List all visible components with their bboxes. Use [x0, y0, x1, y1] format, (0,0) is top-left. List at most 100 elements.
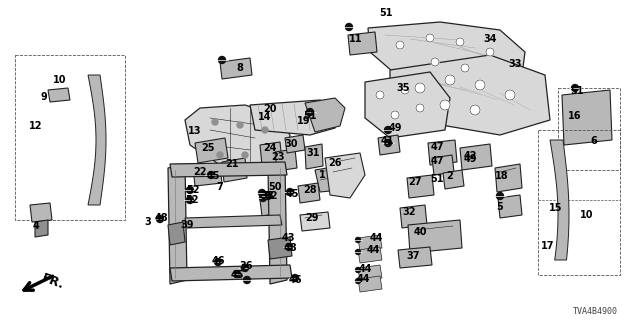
- Text: 10: 10: [580, 210, 594, 220]
- Text: 28: 28: [303, 185, 317, 195]
- Circle shape: [262, 127, 268, 133]
- Circle shape: [264, 193, 271, 199]
- Polygon shape: [285, 135, 305, 153]
- Text: 41: 41: [380, 136, 394, 146]
- Polygon shape: [358, 276, 382, 292]
- Polygon shape: [358, 265, 382, 281]
- Text: 5: 5: [497, 202, 504, 212]
- Polygon shape: [378, 135, 400, 155]
- Circle shape: [401, 86, 409, 94]
- Polygon shape: [193, 165, 222, 186]
- Polygon shape: [260, 197, 280, 216]
- Text: 21: 21: [225, 159, 239, 169]
- Circle shape: [217, 152, 223, 158]
- Circle shape: [243, 276, 250, 284]
- Text: 26: 26: [328, 158, 342, 168]
- Text: 33: 33: [508, 59, 522, 69]
- Circle shape: [486, 48, 494, 56]
- Text: 30: 30: [284, 139, 298, 149]
- Polygon shape: [498, 195, 522, 218]
- Text: 51: 51: [570, 86, 584, 96]
- Polygon shape: [170, 265, 292, 281]
- Polygon shape: [30, 203, 52, 222]
- Polygon shape: [398, 247, 432, 268]
- Text: 51: 51: [430, 174, 444, 184]
- Circle shape: [355, 237, 360, 243]
- Circle shape: [416, 104, 424, 112]
- Text: 49: 49: [463, 154, 477, 164]
- Text: 35: 35: [396, 83, 410, 93]
- Circle shape: [415, 83, 425, 93]
- Polygon shape: [168, 164, 187, 284]
- Polygon shape: [275, 149, 297, 171]
- Circle shape: [355, 268, 360, 273]
- Polygon shape: [368, 22, 525, 98]
- Polygon shape: [268, 237, 292, 259]
- Text: 48: 48: [154, 213, 168, 223]
- Text: 48: 48: [283, 243, 297, 253]
- Text: 9: 9: [40, 92, 47, 102]
- Circle shape: [346, 23, 353, 30]
- Polygon shape: [428, 140, 457, 165]
- Text: 52: 52: [186, 185, 200, 195]
- Circle shape: [234, 270, 241, 277]
- Text: 44: 44: [356, 274, 370, 284]
- Polygon shape: [550, 140, 569, 260]
- Text: 43: 43: [281, 233, 295, 243]
- Text: 32: 32: [403, 207, 416, 217]
- Text: 6: 6: [591, 136, 597, 146]
- Circle shape: [396, 41, 404, 49]
- Text: 10: 10: [53, 75, 67, 85]
- Circle shape: [497, 193, 504, 199]
- Text: 52: 52: [264, 191, 278, 201]
- Text: 45: 45: [230, 270, 244, 280]
- Text: 27: 27: [408, 177, 422, 187]
- Circle shape: [572, 84, 579, 92]
- Circle shape: [259, 195, 266, 202]
- Polygon shape: [325, 153, 365, 198]
- Text: 42: 42: [463, 151, 477, 161]
- Text: 7: 7: [216, 182, 223, 192]
- Text: 3: 3: [145, 217, 152, 227]
- Text: 17: 17: [541, 241, 555, 251]
- Text: 1: 1: [319, 170, 325, 180]
- Circle shape: [157, 215, 163, 222]
- Polygon shape: [305, 98, 345, 132]
- Text: 14: 14: [259, 112, 272, 122]
- Circle shape: [376, 91, 384, 99]
- Text: 31: 31: [307, 148, 320, 158]
- Circle shape: [287, 188, 294, 196]
- Text: 18: 18: [495, 171, 509, 181]
- Text: 2: 2: [447, 171, 453, 181]
- Circle shape: [186, 187, 193, 194]
- Text: 19: 19: [297, 116, 311, 126]
- Text: 15: 15: [549, 203, 563, 213]
- Circle shape: [242, 152, 248, 158]
- Circle shape: [259, 189, 266, 196]
- Circle shape: [456, 38, 464, 46]
- Text: 4: 4: [33, 221, 40, 231]
- Polygon shape: [562, 90, 612, 145]
- Text: 44: 44: [366, 245, 380, 255]
- Circle shape: [214, 259, 221, 266]
- Text: 12: 12: [29, 121, 43, 131]
- Polygon shape: [495, 164, 522, 192]
- Text: 40: 40: [413, 227, 427, 237]
- Polygon shape: [305, 144, 323, 169]
- Circle shape: [218, 57, 225, 63]
- Text: 11: 11: [349, 34, 363, 44]
- Text: 49: 49: [388, 123, 402, 133]
- Circle shape: [355, 250, 360, 254]
- Text: 47: 47: [430, 156, 444, 166]
- Circle shape: [431, 58, 439, 66]
- Text: 47: 47: [430, 142, 444, 152]
- Circle shape: [212, 119, 218, 125]
- Polygon shape: [222, 158, 247, 182]
- Text: TVA4B4900: TVA4B4900: [573, 308, 618, 316]
- Polygon shape: [315, 165, 350, 192]
- Polygon shape: [298, 183, 320, 203]
- Circle shape: [385, 126, 392, 133]
- Polygon shape: [407, 175, 434, 198]
- Circle shape: [385, 140, 392, 147]
- Polygon shape: [250, 100, 340, 135]
